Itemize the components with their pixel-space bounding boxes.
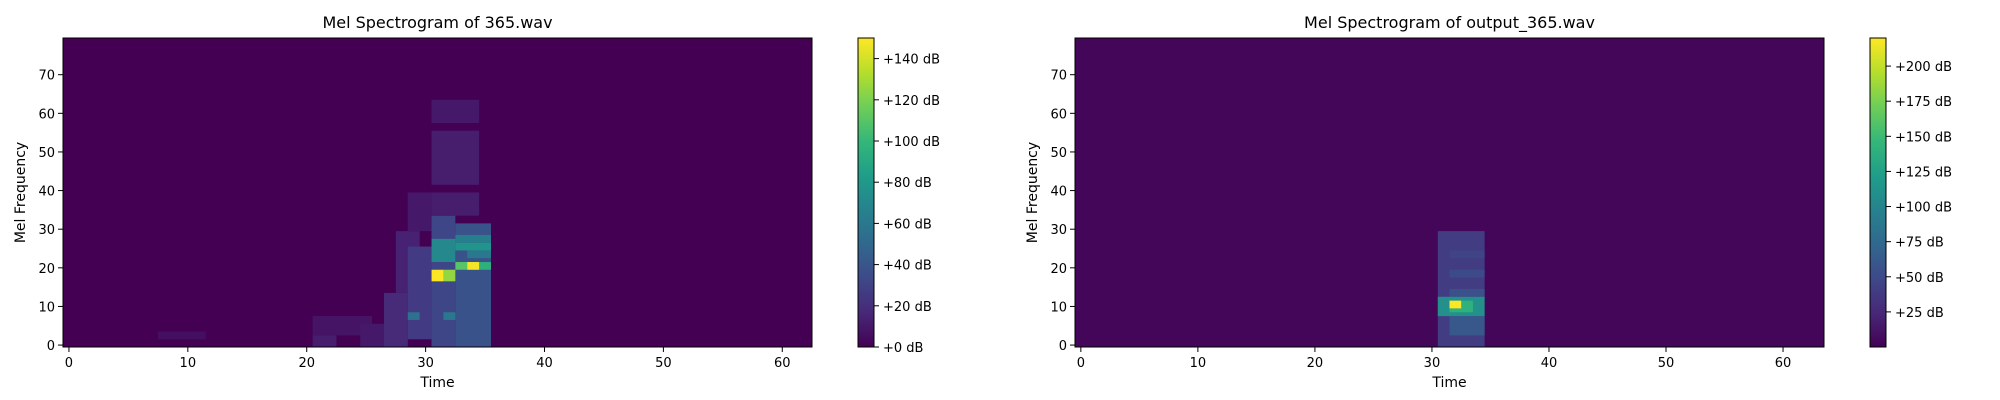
- colorbar-tick-label: +75 dB: [1895, 236, 1944, 251]
- heatmap-cell: [1449, 269, 1485, 278]
- heatmap-cell: [1449, 250, 1485, 259]
- x-tick-label: 50: [1658, 356, 1675, 371]
- heatmap-cell: [431, 269, 444, 282]
- colorbar-tick-label: +50 dB: [1895, 271, 1944, 286]
- heatmap-cell: [467, 250, 491, 259]
- heatmap-cell: [407, 246, 432, 340]
- colorbar-tick-label: +120 dB: [883, 94, 940, 109]
- heatmap-cell: [158, 331, 206, 340]
- chart-title: Mel Spectrogram of 365.wav: [322, 13, 552, 32]
- colorbar-tick-label: +25 dB: [1895, 306, 1944, 321]
- chart-panel-1: 0 10 20 30 40 50 60 0 10 20 30 40 50 60 70 Mel Spectrog…: [13, 13, 940, 391]
- chart-panel-2: 0 10 20 30 40 50 60 0 10 20 30 40 50 60 70 Mel Spectrog…: [1025, 13, 1952, 391]
- heatmap-cell: [431, 238, 456, 263]
- x-tick-label: 0: [1077, 356, 1085, 371]
- heatmap-cell: [407, 312, 420, 320]
- colorbar-tick-label: +100 dB: [1895, 201, 1952, 216]
- heatmap-cell: [431, 99, 480, 123]
- heatmap-cell: [312, 316, 373, 336]
- heatmap-cell: [384, 292, 408, 347]
- x-tick-label: 60: [1775, 356, 1792, 371]
- colorbar-tick-label: +20 dB: [883, 300, 932, 315]
- plot-frame: [1074, 37, 1825, 348]
- x-tick-label: 20: [1307, 356, 1324, 371]
- x-tick-label: 40: [1541, 356, 1558, 371]
- y-tick-label: 10: [1050, 300, 1067, 315]
- x-tick-label: 60: [774, 356, 791, 371]
- x-tick-label: 50: [655, 356, 672, 371]
- y-tick-label: 50: [1050, 146, 1067, 161]
- x-tick-label: 0: [65, 356, 73, 371]
- x-tick-label: 20: [298, 356, 315, 371]
- chart-title: Mel Spectrogram of output_365.wav: [1304, 13, 1595, 33]
- heatmap-cell: [1449, 316, 1485, 336]
- y-tick-label: 70: [1050, 69, 1067, 84]
- heatmap-cell: [455, 234, 491, 243]
- y-tick-label: 60: [1050, 107, 1067, 122]
- x-tick-label: 30: [1424, 356, 1441, 371]
- y-tick-label: 20: [1050, 262, 1067, 277]
- colorbar-tick-label: +0 dB: [883, 341, 923, 356]
- heatmap-cell: [455, 262, 468, 270]
- y-tick-label: 50: [38, 146, 55, 161]
- colorbar-tick-label: +80 dB: [883, 176, 932, 191]
- heatmap-cell: [455, 242, 491, 251]
- colorbar-tick-label: +140 dB: [883, 53, 940, 68]
- colorbar-tick-label: +60 dB: [883, 217, 932, 232]
- heatmap-cell: [467, 262, 480, 270]
- x-axis-label: Time: [1431, 375, 1466, 391]
- heatmap-cell: [431, 192, 480, 216]
- y-tick-label: 60: [38, 107, 55, 122]
- y-axis-label: Mel Frequency: [13, 142, 29, 243]
- heatmap-cell: [312, 335, 337, 347]
- colorbar-tick-label: +125 dB: [1895, 165, 1952, 180]
- x-axis-label: Time: [419, 375, 454, 391]
- y-tick-label: 30: [38, 223, 55, 238]
- colorbar-tick-label: +40 dB: [883, 259, 932, 274]
- colorbar-tick-label: +175 dB: [1895, 95, 1952, 110]
- heatmap-cell: [431, 130, 480, 185]
- heatmap-cell: [1449, 289, 1485, 297]
- heatmap-cell: [1449, 300, 1462, 309]
- colorbar-tick-label: +100 dB: [883, 135, 940, 150]
- x-tick-label: 10: [180, 356, 197, 371]
- x-tick-label: 40: [536, 356, 553, 371]
- heatmap-cell: [360, 323, 384, 347]
- plot-frame: [62, 37, 813, 348]
- heatmap-cell: [443, 269, 456, 282]
- colorbar: [1869, 37, 1887, 348]
- colorbar: [857, 37, 875, 348]
- x-tick-label: 30: [417, 356, 434, 371]
- y-tick-label: 0: [1059, 339, 1067, 354]
- heatmap-cell: [443, 312, 456, 320]
- colorbar-tick-label: +150 dB: [1895, 130, 1952, 145]
- y-tick-label: 30: [1050, 223, 1067, 238]
- y-tick-label: 20: [38, 262, 55, 277]
- heatmap-cell: [407, 192, 432, 232]
- colorbar-tick-label: +200 dB: [1895, 60, 1952, 75]
- y-tick-label: 40: [1050, 185, 1067, 200]
- y-tick-label: 0: [47, 339, 55, 354]
- x-tick-label: 10: [1190, 356, 1207, 371]
- y-tick-label: 10: [38, 300, 55, 315]
- y-tick-label: 70: [38, 69, 55, 84]
- y-tick-label: 40: [38, 185, 55, 200]
- y-axis-label: Mel Frequency: [1025, 142, 1041, 243]
